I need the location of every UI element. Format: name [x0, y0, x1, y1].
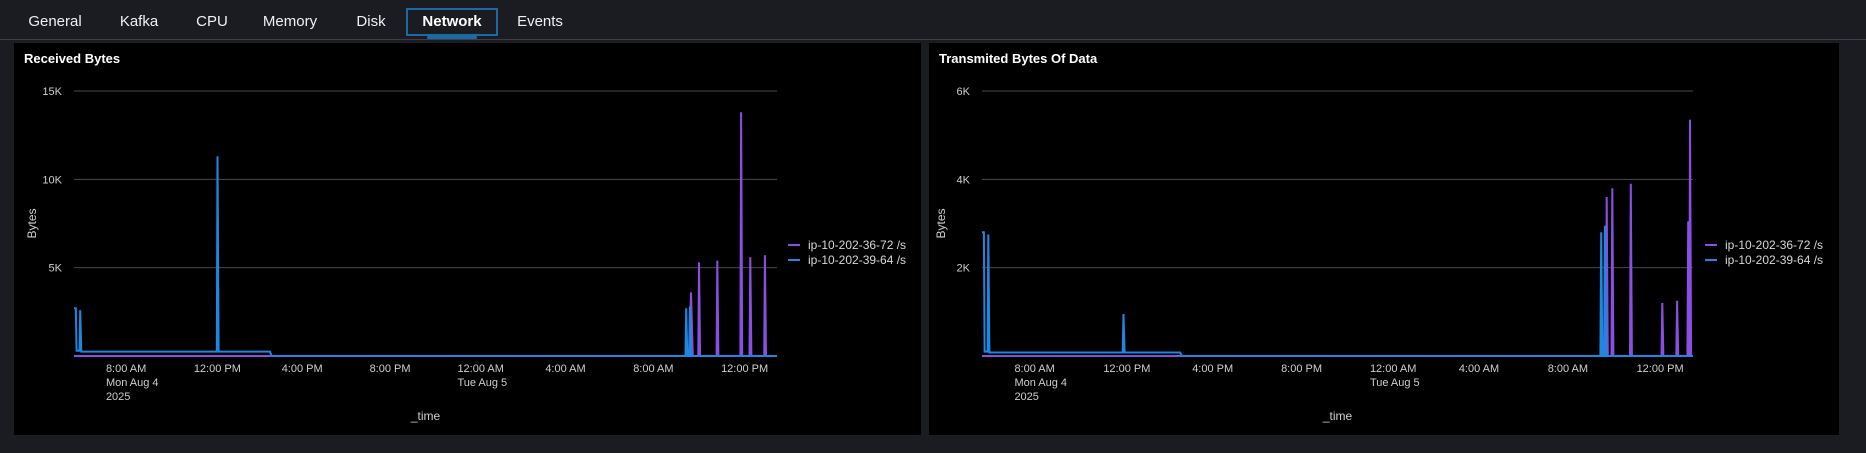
x-tick-label: 12:00 AM — [457, 363, 503, 375]
legend-label[interactable]: ip-10-202-39-64 /s — [1725, 253, 1823, 267]
x-tick-label: Tue Aug 5 — [457, 377, 507, 389]
y-tick-label: 2K — [957, 263, 971, 275]
x-tick-label: 4:00 PM — [1192, 363, 1233, 375]
x-tick-label: 12:00 PM — [1103, 363, 1150, 375]
tab-disk[interactable]: Disk — [356, 13, 386, 30]
series-line-2[interactable] — [982, 225, 1693, 357]
tab-network[interactable]: Network — [406, 8, 498, 39]
legend-label[interactable]: ip-10-202-36-72 /s — [808, 238, 906, 252]
received-bytes-panel: Received Bytes 5K 10K 15K 8:00 AM Mon Aug 4 2… — [14, 43, 921, 435]
series-line-1[interactable] — [982, 119, 1693, 357]
x-tick-label: 8:00 AM — [633, 363, 673, 375]
x-tick-label: 12:00 PM — [721, 363, 768, 375]
x-tick-label: 12:00 PM — [194, 363, 241, 375]
tab-cpu[interactable]: CPU — [196, 13, 228, 30]
tab-bar: General Kafka CPU Memory Disk Network Ev… — [0, 0, 1866, 40]
series-line-1[interactable] — [74, 112, 777, 357]
x-axis-title: _time — [1322, 409, 1353, 423]
x-tick-label: 12:00 AM — [1370, 363, 1416, 375]
x-tick-label: 2025 — [106, 391, 130, 403]
x-tick-label: 12:00 PM — [1637, 363, 1684, 375]
transmitted-bytes-panel: Transmited Bytes Of Data 2K 4K 6K 8:00 AM Mo… — [929, 43, 1839, 435]
y-tick-label: 10K — [42, 174, 62, 186]
x-tick-label: 2025 — [1014, 391, 1038, 403]
legend-label[interactable]: ip-10-202-36-72 /s — [1725, 238, 1823, 252]
x-tick-label: 8:00 PM — [370, 363, 411, 375]
x-tick-label: 4:00 PM — [282, 363, 323, 375]
y-tick-label: 15K — [42, 86, 62, 98]
panel-title-received-bytes: Received Bytes — [24, 51, 121, 66]
y-axis-title: Bytes — [25, 208, 39, 238]
tab-memory[interactable]: Memory — [262, 13, 318, 30]
x-tick-label: 4:00 AM — [545, 363, 585, 375]
y-tick-label: 5K — [49, 263, 63, 275]
x-tick-label: Tue Aug 5 — [1370, 377, 1420, 389]
tab-kafka[interactable]: Kafka — [119, 13, 159, 30]
x-tick-label: Mon Aug 4 — [106, 377, 159, 389]
y-axis-title: Bytes — [934, 208, 948, 238]
legend-label[interactable]: ip-10-202-39-64 /s — [808, 253, 906, 267]
x-tick-label: 4:00 AM — [1459, 363, 1499, 375]
x-tick-label: 8:00 AM — [1548, 363, 1588, 375]
tab-general[interactable]: General — [28, 13, 82, 30]
x-tick-label: 8:00 AM — [106, 363, 146, 375]
x-tick-label: Mon Aug 4 — [1014, 377, 1067, 389]
received-bytes-chart: 5K 10K 15K 8:00 AM Mon Aug 4 2025 12:00 PM 4:00… — [25, 86, 906, 423]
x-tick-label: 8:00 PM — [1281, 363, 1322, 375]
x-axis-title: _time — [410, 409, 441, 423]
transmitted-bytes-chart: 2K 4K 6K 8:00 AM Mon Aug 4 2025 12:00 PM 4:00 P… — [934, 86, 1823, 423]
y-tick-label: 6K — [957, 86, 971, 98]
tab-events[interactable]: Events — [517, 13, 563, 30]
x-tick-label: 8:00 AM — [1014, 363, 1054, 375]
panel-title-transmitted-bytes: Transmited Bytes Of Data — [939, 51, 1098, 66]
series-line-2[interactable] — [74, 156, 777, 357]
y-tick-label: 4K — [957, 174, 971, 186]
